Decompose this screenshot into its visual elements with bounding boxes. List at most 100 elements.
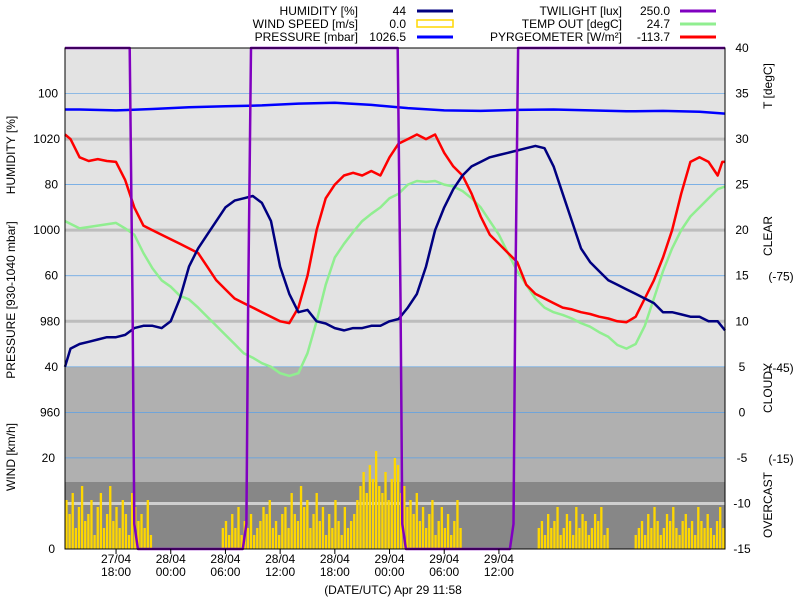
wind-bar [719, 507, 722, 549]
wind-bar [687, 528, 691, 549]
wind-bar [149, 535, 153, 549]
x-tick-time: 12:00 [484, 565, 514, 579]
wind-bar [80, 486, 84, 549]
wind-bar [690, 521, 694, 549]
wind-bar [597, 521, 600, 549]
wind-bar [640, 521, 644, 549]
x-tick-date: 29/04 [429, 552, 459, 566]
wind-bar [550, 528, 553, 549]
wind-bar [359, 486, 362, 549]
wind-bar [378, 486, 381, 549]
wind-bar [650, 528, 653, 549]
wind-bar [697, 507, 700, 549]
wind-bar [71, 493, 74, 549]
pressure-tick-label: 960 [40, 405, 60, 419]
wind-bar [84, 521, 87, 549]
humidity-tick-label: 100 [38, 87, 58, 101]
wind-bar [706, 514, 709, 549]
wind-bar [356, 500, 359, 549]
legend-label-right: TEMP OUT [degC] [522, 17, 622, 31]
wind-bar [672, 507, 675, 549]
wind-bar [684, 514, 687, 549]
sky-tick-label: (-15) [768, 452, 793, 466]
wind-bar [105, 514, 109, 549]
wind-bar [130, 493, 134, 549]
wind-axis-title: WIND [km/h] [4, 423, 18, 491]
wind-bar [418, 521, 422, 549]
wind-bar [249, 514, 253, 549]
wind-bar [543, 535, 547, 549]
wind-bar [287, 528, 290, 549]
wind-bar [362, 472, 365, 549]
humidity-line [63, 144, 726, 368]
x-axis-title: (DATE/UTC) Apr 29 11:58 [324, 583, 462, 597]
wind-bar [587, 535, 590, 549]
wind-bar [99, 493, 103, 549]
wind-bar [547, 514, 550, 549]
wind-tick-label: 0 [48, 542, 55, 556]
wind-bar [146, 500, 149, 549]
wind-bar [74, 528, 78, 549]
wind-bar [712, 535, 716, 549]
x-tick-labels: 27/0418:0028/0400:0028/0406:0028/0412:00… [101, 549, 514, 579]
wind-bar [321, 507, 325, 549]
wind-bar [315, 493, 318, 549]
wind-bar [374, 451, 378, 549]
wind-bar [656, 521, 659, 549]
pressure-line [65, 101, 726, 115]
wind-bar [722, 528, 725, 549]
wind-bar [334, 500, 337, 549]
wind-bar [77, 507, 81, 549]
wind-bar [412, 514, 415, 549]
legend-value-left: 44 [393, 4, 407, 18]
sky-tick-label: (-45) [768, 361, 793, 375]
x-tick-date: 28/04 [156, 552, 186, 566]
temp-tick-label: -15 [733, 542, 751, 556]
temp-tick-label: 20 [735, 223, 749, 237]
wind-bar [227, 535, 231, 549]
wind-bar [349, 521, 353, 549]
x-tick-date: 29/04 [484, 552, 514, 566]
wind-bar [112, 521, 115, 549]
wind-bar [296, 521, 300, 549]
wind-bar [252, 535, 256, 549]
clear-axis-title: CLEAR [761, 216, 775, 256]
wind-bar [246, 528, 250, 549]
wind-bar [268, 500, 271, 549]
wind-bar [662, 528, 666, 549]
wind-bar [121, 500, 124, 549]
sky-tick-label: (-75) [768, 270, 793, 284]
wind-bar [678, 535, 681, 549]
wind-bar [590, 528, 594, 549]
temp-tick-label: 0 [739, 405, 746, 419]
wind-bar [115, 507, 118, 549]
wind-bar [415, 493, 418, 549]
wind-bar [606, 528, 609, 549]
humidity-axis-title: HUMIDITY [%] [4, 116, 18, 194]
cloudy-axis-title: CLOUDY [761, 363, 775, 413]
wind-bar [337, 521, 340, 549]
temp-tick-label: 5 [739, 360, 746, 374]
wind-bar [371, 479, 375, 549]
wind-bar [440, 507, 443, 549]
wind-bar [459, 528, 462, 549]
x-tick-time: 18:00 [320, 565, 350, 579]
humidity-tick-label: 80 [45, 178, 59, 192]
wind-bar [271, 528, 275, 549]
wind-bar [715, 521, 719, 549]
temp-tick-label: -10 [733, 496, 751, 510]
wind-bar [575, 507, 578, 549]
wind-bar [256, 528, 259, 549]
wind-bar [709, 528, 712, 549]
wind-bar [93, 535, 96, 549]
wind-bar [231, 514, 234, 549]
wind-bar [137, 521, 140, 549]
wind-bar [262, 507, 265, 549]
wind-bar [409, 500, 412, 549]
wind-bar [309, 528, 312, 549]
wind-bar [406, 507, 409, 549]
wind-bar [578, 528, 581, 549]
wind-bar [284, 507, 287, 549]
x-tick-time: 00:00 [156, 565, 186, 579]
